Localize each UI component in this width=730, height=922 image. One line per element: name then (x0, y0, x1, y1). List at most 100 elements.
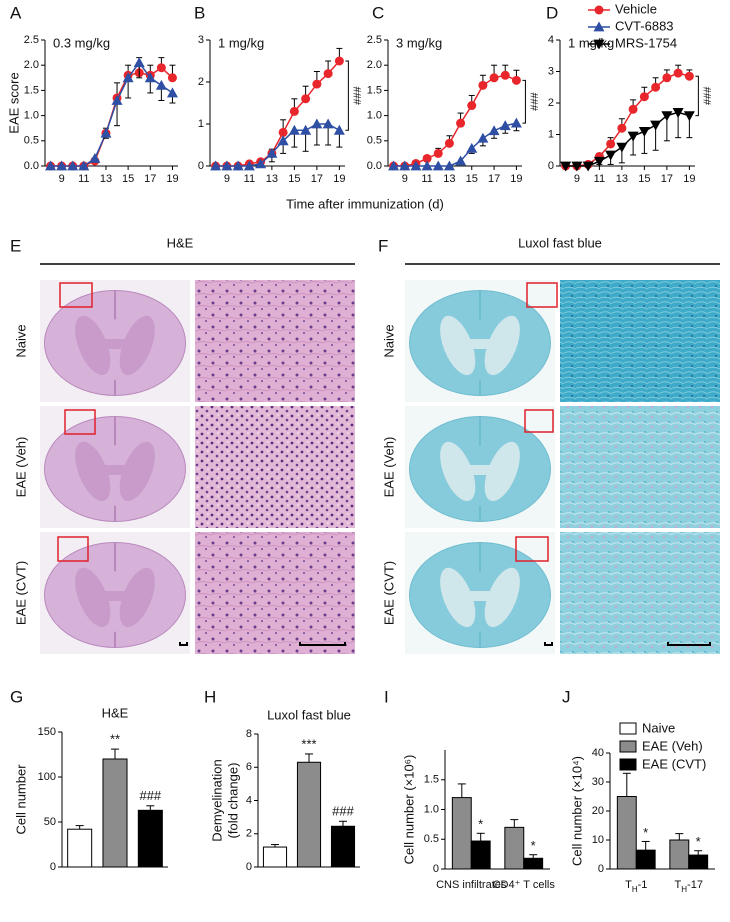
inset-box (59, 282, 93, 308)
panel-letter: C (372, 3, 384, 22)
legend-swatch (619, 758, 637, 771)
gray-matter (100, 339, 130, 349)
panel-letter: J (562, 687, 571, 706)
marker (221, 160, 233, 171)
lfb-zoom (560, 406, 720, 528)
marker (166, 87, 178, 98)
y-tick-label: 0 (198, 160, 204, 172)
x-axis-title: Time after immunization (d) (286, 196, 444, 211)
y-tick-label: 0 (246, 861, 252, 873)
marker (312, 79, 322, 89)
marker (388, 160, 400, 171)
marker (467, 101, 477, 111)
marker (661, 111, 673, 122)
x-tick-label: 13 (100, 173, 112, 185)
legend-swatch (619, 740, 637, 753)
marker (683, 111, 695, 122)
y-tick-label: 2.0 (24, 59, 39, 71)
bar (669, 839, 690, 870)
y-tick-label: 0.5 (424, 833, 439, 845)
marker (489, 73, 499, 83)
y-tick-label: 3 (548, 65, 554, 77)
bar (470, 840, 491, 870)
bar (296, 761, 322, 868)
marker (334, 56, 344, 66)
significance: ### (528, 93, 540, 112)
significance: ### (350, 86, 362, 105)
marker (628, 104, 638, 114)
significance: ### (139, 788, 161, 803)
gray-matter (440, 315, 476, 376)
y-axis-title: EAE score (6, 72, 21, 133)
x-tick-label-part: T (625, 879, 632, 891)
x-tick-label: 17 (144, 173, 156, 185)
scale-bar (179, 642, 188, 646)
gray-matter (484, 315, 520, 376)
y-tick-label: 150 (38, 726, 56, 738)
y-tick-label: 8 (246, 728, 252, 740)
y-tick-label: 1.5 (24, 84, 39, 96)
bar (504, 826, 525, 870)
inset-box (524, 409, 554, 433)
row-label: EAE (Veh) (13, 437, 28, 498)
significance-bracket (345, 60, 349, 131)
y-tick-label: 0.5 (367, 135, 382, 147)
marker (156, 63, 166, 73)
gray-matter (100, 465, 130, 475)
marker (511, 75, 521, 85)
marker (477, 132, 489, 143)
x-tick-label: 15 (466, 173, 478, 185)
marker (232, 160, 244, 171)
x-tick-label: 9 (224, 173, 230, 185)
marker (560, 161, 572, 172)
marker (455, 155, 467, 166)
legend-label: Naive (642, 720, 675, 735)
marker (684, 71, 694, 81)
x-tick-label: 13 (443, 173, 455, 185)
gray-matter (440, 567, 476, 628)
legend-label: Vehicle (615, 1, 657, 16)
marker (662, 73, 672, 83)
y-tick-label: 0 (50, 861, 56, 873)
significance: * (478, 817, 483, 832)
marker (444, 138, 454, 148)
marker (499, 120, 511, 131)
marker (488, 125, 500, 136)
x-tick-label: TH-17 (675, 879, 703, 894)
significance-bracket (522, 79, 526, 124)
he-zoom (195, 280, 355, 402)
marker (410, 160, 422, 171)
y-tick-label: 1 (198, 118, 204, 130)
y-axis-title: (fold change) (225, 763, 240, 839)
x-tick-label: 17 (311, 173, 323, 185)
y-tick-label: 20 (592, 805, 604, 817)
dose-label: 1 mg/kg (568, 35, 614, 50)
x-tick-label: 17 (661, 173, 673, 185)
marker (56, 160, 68, 171)
y-tick-label: 2 (246, 828, 252, 840)
marker (432, 160, 444, 171)
series-line (565, 111, 690, 167)
marker (243, 160, 255, 171)
significance: ### (332, 804, 354, 819)
panel-letter: H (204, 687, 216, 706)
gray-matter (484, 441, 520, 502)
chart-title: Luxol fast blue (267, 707, 351, 722)
marker (300, 124, 312, 135)
marker (167, 73, 177, 83)
he-zoom (195, 406, 355, 528)
marker (651, 82, 661, 92)
x-tick-label: 19 (683, 173, 695, 185)
y-tick-label: 2 (198, 76, 204, 88)
marker (617, 123, 627, 133)
marker (111, 94, 123, 105)
gray-matter (465, 339, 495, 349)
y-tick-label: 1.0 (367, 110, 382, 122)
y-tick-label: 2.5 (24, 34, 39, 46)
marker (456, 118, 466, 128)
dose-label: 0.3 mg/kg (53, 35, 110, 50)
marker (650, 120, 662, 131)
marker (594, 5, 604, 15)
bar (330, 825, 356, 868)
